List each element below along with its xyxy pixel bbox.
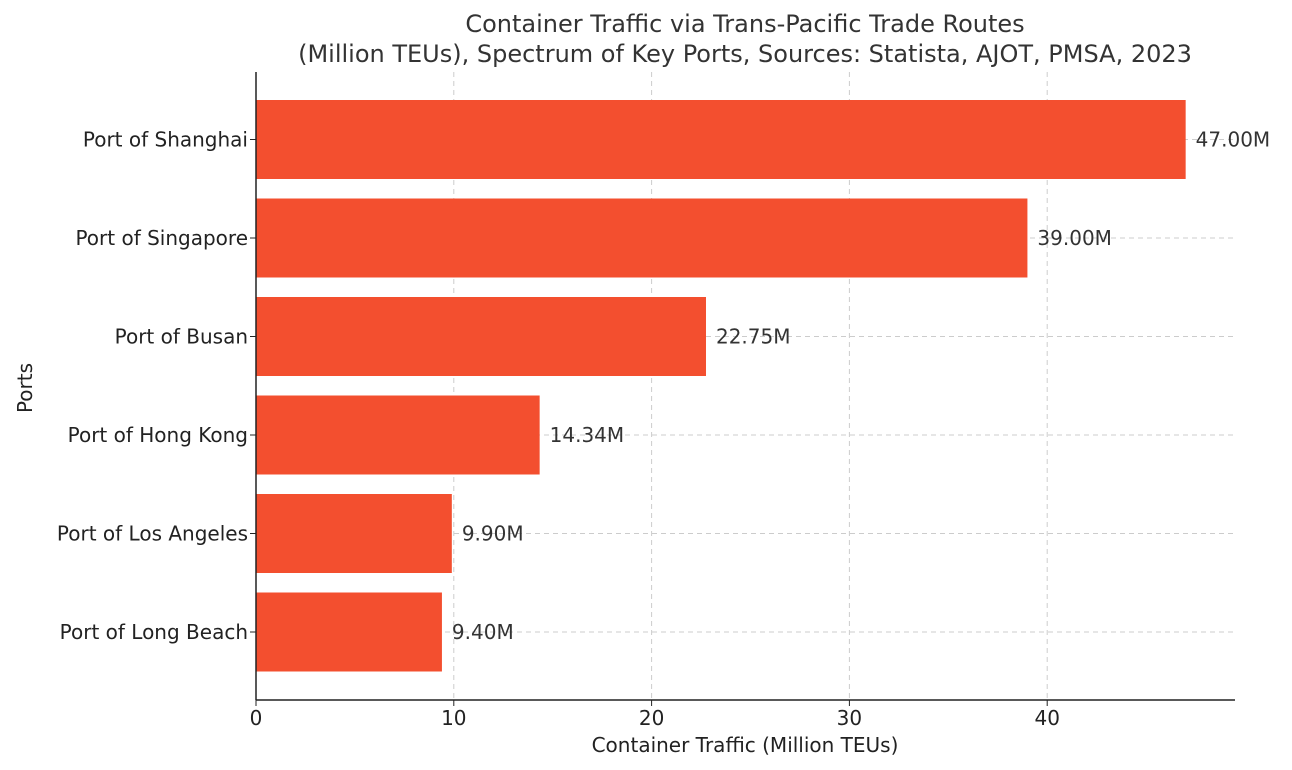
data-label: 39.00M — [1037, 226, 1112, 250]
bar — [256, 297, 706, 376]
y-tick-label: Port of Los Angeles — [57, 522, 248, 546]
y-tick-label: Port of Hong Kong — [68, 423, 248, 447]
y-tick-label: Port of Singapore — [75, 226, 248, 250]
chart-title-line1: Container Traffic via Trans-Pacific Trad… — [465, 10, 1024, 38]
y-tick-label: Port of Long Beach — [60, 620, 248, 644]
x-tick-label: 40 — [1034, 706, 1059, 730]
y-axis-label: Ports — [13, 363, 37, 413]
x-axis-label: Container Traffic (Million TEUs) — [592, 733, 899, 757]
data-label: 22.75M — [716, 325, 791, 349]
data-label: 9.90M — [462, 522, 524, 546]
data-label: 14.34M — [550, 423, 625, 447]
data-label: 9.40M — [452, 620, 514, 644]
chart-title-line2: (Million TEUs), Spectrum of Key Ports, S… — [298, 40, 1192, 68]
data-label: 47.00M — [1196, 128, 1271, 152]
bar — [256, 198, 1028, 278]
bar — [256, 100, 1186, 179]
bar — [256, 395, 540, 475]
x-tick-label: 0 — [250, 706, 263, 730]
x-tick-label: 10 — [441, 706, 466, 730]
bar — [256, 592, 442, 672]
y-tick-label: Port of Busan — [115, 325, 248, 349]
y-tick-label: Port of Shanghai — [83, 128, 248, 152]
x-tick-label: 30 — [837, 706, 862, 730]
bar — [256, 494, 452, 573]
x-tick-label: 20 — [639, 706, 664, 730]
